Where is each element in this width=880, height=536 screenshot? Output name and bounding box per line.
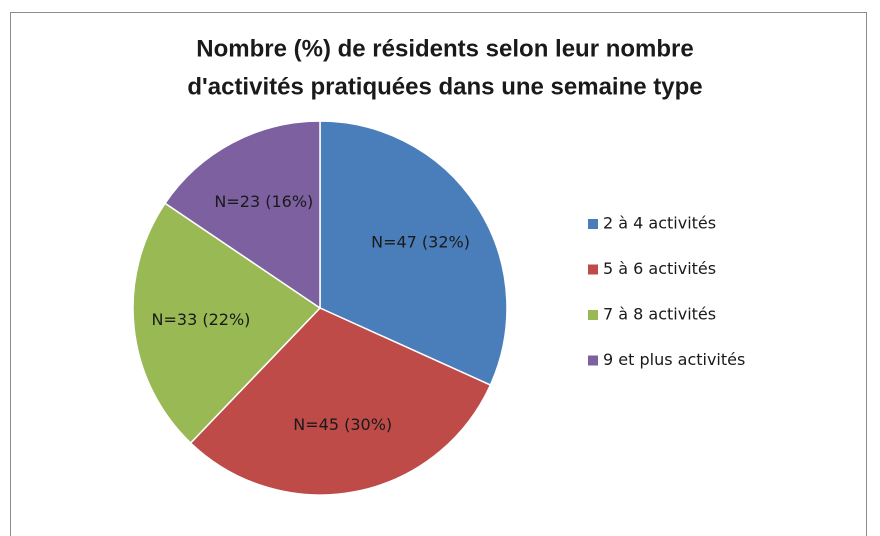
legend-swatch (588, 310, 598, 320)
legend-swatch (588, 264, 598, 275)
pie-slice (189, 307, 492, 496)
data-label: N=33 (22%) (152, 310, 251, 329)
pie-slice (132, 202, 322, 445)
chart-title: d'activités pratiquées dans une semaine … (187, 73, 702, 100)
data-label: N=47 (32%) (371, 233, 470, 252)
legend-label: 7 à 8 activités (603, 305, 716, 324)
legend-swatch (588, 219, 598, 229)
data-label: N=45 (30%) (293, 415, 392, 434)
data-label: N=23 (16%) (214, 192, 313, 211)
legend-label: 5 à 6 activités (603, 259, 716, 278)
chart-title: Nombre (%) de résidents selon leur nombr… (196, 35, 693, 62)
legend-label: 9 et plus activités (603, 350, 745, 369)
pie-slice (319, 120, 508, 387)
pie-slice (164, 120, 321, 310)
legend-swatch (588, 355, 598, 366)
legend-label: 2 à 4 activités (603, 214, 716, 233)
